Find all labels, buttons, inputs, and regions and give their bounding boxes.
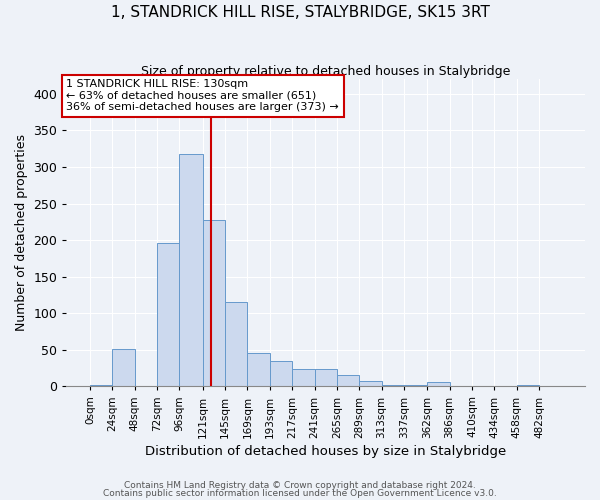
Text: 1 STANDRICK HILL RISE: 130sqm
← 63% of detached houses are smaller (651)
36% of : 1 STANDRICK HILL RISE: 130sqm ← 63% of d…: [67, 79, 339, 112]
Text: Contains public sector information licensed under the Open Government Licence v3: Contains public sector information licen…: [103, 489, 497, 498]
Title: Size of property relative to detached houses in Stalybridge: Size of property relative to detached ho…: [141, 65, 511, 78]
Bar: [359, 382, 382, 386]
Bar: [112, 349, 135, 387]
Text: Contains HM Land Registry data © Crown copyright and database right 2024.: Contains HM Land Registry data © Crown c…: [124, 480, 476, 490]
Bar: [90, 385, 112, 386]
Y-axis label: Number of detached properties: Number of detached properties: [15, 134, 28, 332]
Bar: [517, 385, 539, 386]
Bar: [247, 354, 270, 386]
Bar: [203, 220, 225, 386]
Bar: [270, 361, 292, 386]
Bar: [337, 376, 359, 386]
X-axis label: Distribution of detached houses by size in Stalybridge: Distribution of detached houses by size …: [145, 444, 506, 458]
Bar: [225, 302, 247, 386]
Bar: [179, 154, 203, 386]
Bar: [404, 385, 427, 386]
Text: 1, STANDRICK HILL RISE, STALYBRIDGE, SK15 3RT: 1, STANDRICK HILL RISE, STALYBRIDGE, SK1…: [110, 5, 490, 20]
Bar: [427, 382, 449, 386]
Bar: [292, 369, 314, 386]
Bar: [314, 369, 337, 386]
Bar: [157, 243, 179, 386]
Bar: [382, 385, 404, 386]
